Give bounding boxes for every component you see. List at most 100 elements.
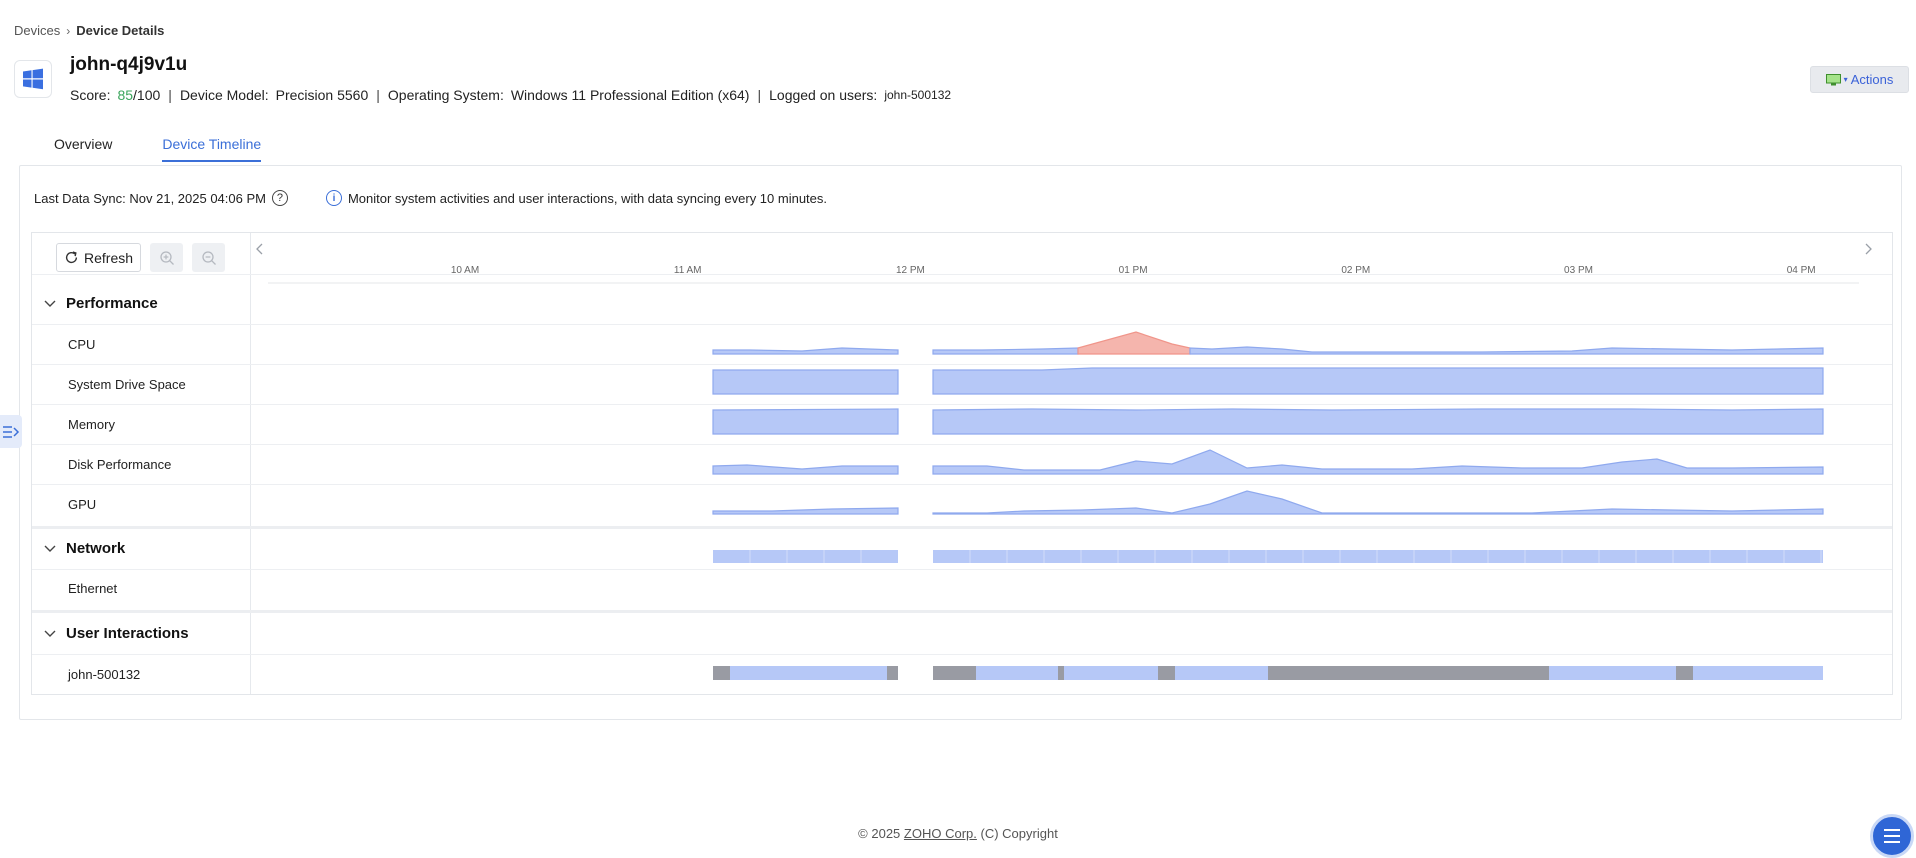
- zoom-out-button[interactable]: [192, 243, 226, 272]
- score-value: 85: [117, 87, 134, 103]
- time-axis-label: 02 PM: [1341, 265, 1370, 276]
- model-label: Device Model:: [179, 87, 269, 103]
- memory-series-segment: [712, 408, 899, 435]
- expand-menu-icon: [3, 425, 20, 438]
- footer-prefix: © 2025: [858, 826, 901, 841]
- users-label: Logged on users:: [769, 87, 878, 103]
- user-idle-segment: [713, 666, 730, 680]
- row-label-user: john-500132: [68, 667, 141, 682]
- refresh-icon: [65, 251, 78, 264]
- user-idle-segment: [1158, 666, 1175, 680]
- chevron-down-icon: [44, 545, 56, 552]
- row-label-system-drive-space: System Drive Space: [68, 377, 186, 392]
- row-label-disk-performance: Disk Performance: [68, 457, 172, 472]
- meta-separator: |: [168, 87, 172, 103]
- device-name: john-q4j9v1u: [70, 54, 188, 75]
- breadcrumb: Devices › Device Details: [14, 23, 164, 38]
- section-title: Performance: [66, 295, 158, 312]
- row-divider: [32, 274, 1892, 275]
- user-active-segment: [1693, 666, 1823, 680]
- section-header-network[interactable]: Network: [44, 540, 125, 557]
- section-title: Network: [66, 540, 126, 557]
- cpu-series-segment: [712, 347, 899, 355]
- user-active-segment: [1064, 666, 1158, 680]
- time-axis-label: 11 AM: [674, 265, 702, 276]
- gpu-series-segment: [932, 490, 1824, 515]
- tab-device-timeline[interactable]: Device Timeline: [162, 136, 262, 162]
- breadcrumb-devices-link[interactable]: Devices: [14, 23, 61, 38]
- help-menu-button[interactable]: [1870, 814, 1914, 858]
- refresh-label: Refresh: [84, 249, 134, 266]
- section-header-user-interactions[interactable]: User Interactions: [44, 625, 189, 642]
- row-divider: [32, 364, 1892, 365]
- breadcrumb-current: Device Details: [76, 23, 165, 38]
- os-label: Operating System:: [387, 87, 504, 103]
- refresh-button[interactable]: Refresh: [56, 243, 142, 272]
- user-active-segment: [976, 666, 1058, 680]
- menu-icon: [1884, 829, 1900, 843]
- chevron-right-icon: ›: [66, 23, 71, 38]
- device-meta: Score: 85 /100 | Device Model: Precision…: [70, 87, 951, 103]
- chevron-down-icon: [44, 630, 56, 637]
- timeline-next-arrow[interactable]: [1865, 243, 1872, 255]
- row-divider: [32, 324, 1892, 325]
- footer: © 2025 ZOHO Corp. (C) Copyright: [0, 826, 1916, 841]
- info-icon: i: [325, 190, 342, 206]
- info-text: Monitor system activities and user inter…: [347, 190, 828, 206]
- help-icon[interactable]: ?: [271, 190, 288, 206]
- actions-label: Actions: [1850, 72, 1894, 87]
- time-axis-label: 04 PM: [1787, 265, 1816, 276]
- user-idle-segment: [887, 666, 898, 680]
- sidebar-toggle-button[interactable]: [0, 415, 22, 448]
- user-idle-segment: [1268, 666, 1549, 680]
- time-axis-label: 12 PM: [896, 265, 925, 276]
- disk-series-segment: [712, 464, 899, 475]
- row-divider: [32, 404, 1892, 405]
- user-idle-segment: [933, 666, 976, 680]
- footer-suffix: (C) Copyright: [980, 826, 1058, 841]
- meta-separator: |: [757, 87, 762, 103]
- time-axis-label: 01 PM: [1119, 265, 1148, 276]
- memory-series-segment: [932, 408, 1824, 435]
- cpu-alert-area: [1077, 331, 1191, 355]
- drive-space-series-segment: [932, 367, 1824, 395]
- last-sync-text: Last Data Sync: Nov 21, 2025 04:06 PM: [34, 190, 266, 206]
- cpu-series-segment: [932, 347, 1079, 355]
- time-axis-label: 10 AM: [451, 265, 479, 276]
- user-idle-segment: [1676, 666, 1693, 680]
- os-value: Windows 11 Professional Edition (x64): [510, 87, 750, 103]
- device-timeline: Refresh Performance: [31, 232, 1893, 695]
- timeline-prev-arrow[interactable]: [256, 243, 263, 255]
- score-max: /100: [133, 87, 161, 103]
- timeline-toolbar: Refresh: [56, 243, 226, 272]
- model-value: Precision 5560: [275, 87, 369, 103]
- user-active-segment: [1175, 666, 1268, 680]
- row-divider: [32, 444, 1892, 445]
- row-label-cpu: CPU: [68, 337, 96, 352]
- ethernet-series-segment: [713, 550, 898, 563]
- tab-overview[interactable]: Overview: [54, 136, 113, 152]
- row-divider: [32, 569, 1892, 570]
- zoom-in-icon: [159, 250, 174, 265]
- caret-down-icon: ▾: [1843, 75, 1848, 84]
- drive-space-series-segment: [712, 369, 899, 395]
- actions-button[interactable]: ▾ Actions: [1810, 66, 1909, 93]
- tab-bar: Overview Device Timeline: [54, 136, 262, 162]
- row-divider: [32, 654, 1892, 655]
- user-idle-segment: [1058, 666, 1064, 680]
- footer-company-link[interactable]: ZOHO Corp.: [903, 826, 977, 841]
- section-header-performance[interactable]: Performance: [44, 295, 158, 312]
- time-axis-labels: 10 AM 11 AM 12 PM 01 PM 02 PM 03 PM 04 PM: [451, 265, 1816, 276]
- time-axis-label: 03 PM: [1564, 265, 1593, 276]
- section-divider: [32, 526, 1892, 529]
- windows-logo-icon: [14, 60, 52, 98]
- user-active-segment: [730, 666, 887, 680]
- section-divider: [32, 610, 1892, 613]
- row-label-gpu: GPU: [68, 497, 97, 512]
- chevron-down-icon: [44, 300, 56, 307]
- zoom-in-button[interactable]: [150, 243, 184, 272]
- cpu-series-segment: [1189, 346, 1824, 355]
- timeline-chart: 10 AM 11 AM 12 PM 01 PM 02 PM 03 PM 04 PM: [256, 243, 1872, 680]
- row-label-memory: Memory: [68, 417, 115, 432]
- row-divider: [32, 484, 1892, 485]
